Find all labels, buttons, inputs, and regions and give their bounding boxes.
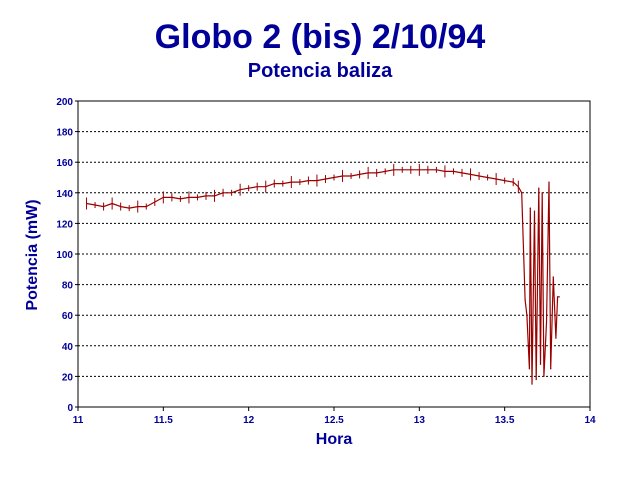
data-point bbox=[558, 296, 560, 298]
y-tick-label: 120 bbox=[56, 219, 73, 230]
x-tick-label: 13.5 bbox=[495, 415, 515, 426]
data-point bbox=[541, 192, 543, 194]
data-point bbox=[533, 210, 536, 212]
x-tick-labels: 11 11.5 12 12.5 13 13.5 14 bbox=[73, 415, 596, 426]
series-line bbox=[86, 169, 560, 385]
tick-marks bbox=[75, 100, 591, 411]
y-tick-label: 40 bbox=[62, 342, 74, 353]
y-axis-label: Potencia (mW) bbox=[24, 199, 41, 310]
data-point bbox=[556, 296, 559, 298]
y-tick-label: 80 bbox=[62, 281, 74, 292]
data-point bbox=[552, 276, 554, 278]
data-point bbox=[538, 187, 540, 189]
data-point bbox=[531, 383, 533, 385]
x-tick-label: 13 bbox=[414, 415, 426, 426]
data-point bbox=[535, 378, 537, 381]
y-tick-label: 140 bbox=[56, 189, 73, 200]
data-point bbox=[548, 181, 550, 183]
y-tick-label: 200 bbox=[56, 97, 73, 108]
x-tick-label: 14 bbox=[584, 415, 596, 426]
y-tick-labels: 0 20 40 60 80 100 120 140 160 180 200 bbox=[56, 97, 73, 414]
data-point bbox=[545, 322, 548, 324]
y-tick-label: 180 bbox=[56, 128, 73, 139]
data-point bbox=[529, 207, 531, 209]
x-axis-label: Hora bbox=[316, 431, 353, 448]
data-point bbox=[526, 314, 528, 316]
chart-title: Globo 2 (bis) 2/10/94 bbox=[154, 18, 486, 56]
y-tick-label: 60 bbox=[62, 311, 74, 322]
data-point bbox=[528, 368, 531, 370]
x-tick-label: 12.5 bbox=[324, 415, 344, 426]
data-point bbox=[555, 337, 557, 339]
x-tick-label: 11 bbox=[73, 415, 84, 426]
y-tick-label: 160 bbox=[56, 158, 73, 169]
chart-subtitle: Potencia baliza bbox=[247, 60, 393, 82]
data-point bbox=[524, 299, 526, 301]
y-tick-label: 0 bbox=[67, 403, 73, 414]
x-tick-label: 11.5 bbox=[154, 415, 173, 426]
data-point bbox=[543, 375, 545, 377]
data-point bbox=[550, 368, 552, 370]
grid-lines bbox=[78, 131, 590, 377]
y-tick-label: 20 bbox=[62, 372, 74, 383]
y-tick-label: 100 bbox=[56, 250, 73, 261]
x-tick-label: 12 bbox=[243, 415, 255, 426]
data-point bbox=[539, 363, 542, 365]
data-point bbox=[521, 192, 523, 194]
series-layer bbox=[86, 163, 560, 385]
